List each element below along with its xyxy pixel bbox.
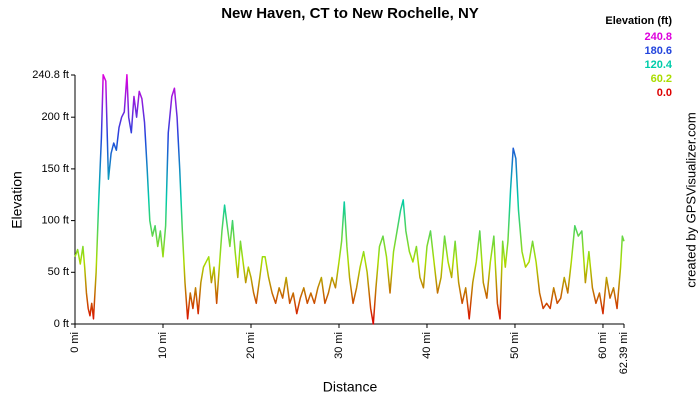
credit: created by GPSVisualizer.com — [683, 112, 698, 287]
legend-value: 60.2 — [651, 73, 672, 85]
y-axis-title: Elevation — [9, 171, 25, 229]
y-tick-label: 0 ft — [54, 318, 69, 330]
x-tick-label: 62.39 mi — [618, 332, 630, 374]
legend-value: 180.6 — [644, 45, 672, 57]
x-tick-label: 60 mi — [597, 332, 609, 359]
x-axis-title: Distance — [323, 379, 378, 395]
x-tick-label: 40 mi — [421, 332, 433, 359]
chart-title: New Haven, CT to New Rochelle, NY — [221, 5, 479, 22]
y-tick-label: 150 ft — [41, 163, 69, 175]
elevation-line — [74, 74, 625, 325]
x-tick-label: 20 mi — [245, 332, 257, 359]
x-tick-label: 50 mi — [509, 332, 521, 359]
y-tick-label: 100 ft — [41, 215, 69, 227]
legend-value: 120.4 — [644, 59, 672, 71]
y-tick-label: 240.8 ft — [32, 69, 69, 81]
legend-value: 0.0 — [657, 87, 672, 99]
x-tick-label: 0 mi — [69, 332, 81, 353]
x-tick-label: 10 mi — [157, 332, 169, 359]
legend-value: 240.8 — [644, 31, 672, 43]
y-tick-label: 200 ft — [41, 111, 69, 123]
legend-title: Elevation (ft) — [605, 15, 672, 27]
x-tick-label: 30 mi — [333, 332, 345, 359]
y-tick-label: 50 ft — [48, 266, 69, 278]
